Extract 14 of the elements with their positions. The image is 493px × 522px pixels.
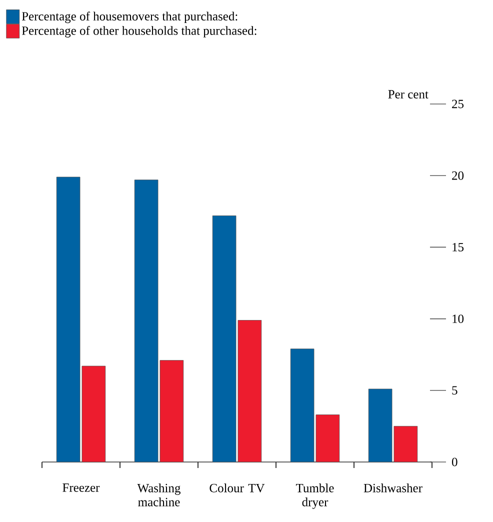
y-tick-label: 0	[452, 458, 458, 466]
legend-label: Percentage of other households that purchased:	[22, 26, 256, 38]
x-tick-label: Colour TV	[210, 484, 265, 492]
x-tick-label: Dishwasher	[364, 484, 422, 492]
x-tick-label: Washing machine	[137, 484, 180, 506]
y-tick-label: 10	[452, 314, 464, 324]
x-tick-label: Tumble dryer	[296, 484, 334, 509]
y-tick-label: 20	[452, 171, 464, 180]
y-tick-label: 5	[452, 386, 458, 395]
y-axis-title: Per cent	[388, 90, 428, 98]
x-tick-label: Freezer	[62, 484, 100, 492]
y-tick-label: 15	[452, 243, 464, 252]
legend-label: Percentage of housemovers that purchased:	[22, 12, 238, 24]
y-tick-label: 25	[452, 100, 464, 108]
